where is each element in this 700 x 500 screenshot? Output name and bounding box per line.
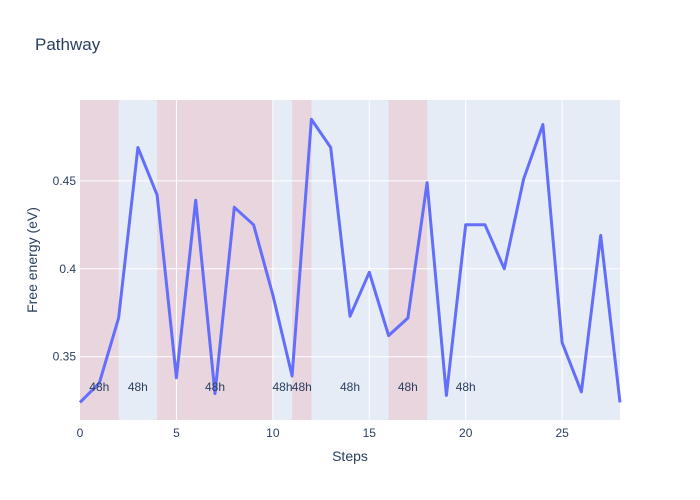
y-axis-title: Free energy (eV) bbox=[24, 207, 40, 313]
series-line bbox=[78, 117, 622, 404]
annotation-label: 48h bbox=[398, 380, 418, 394]
x-axis-ticks: 0 5 10 15 20 25 bbox=[77, 426, 569, 440]
x-axis-title: Steps bbox=[332, 448, 368, 464]
shaded-region bbox=[388, 100, 428, 420]
x-tick-label: 15 bbox=[363, 426, 377, 440]
x-tick-label: 25 bbox=[555, 426, 569, 440]
annotation-label: 48h bbox=[128, 380, 148, 394]
annotations: 48h 48h 48h 48h 48h 48h 48h 48h bbox=[89, 380, 475, 394]
x-tick-label: 10 bbox=[266, 426, 280, 440]
gridlines bbox=[80, 100, 620, 420]
y-tick-label: 0.35 bbox=[53, 350, 77, 364]
chart-title: Pathway bbox=[35, 35, 101, 54]
x-tick-label: 5 bbox=[173, 426, 180, 440]
x-tick-label: 0 bbox=[77, 426, 84, 440]
annotation-label: 48h bbox=[205, 380, 225, 394]
shaded-region bbox=[80, 100, 119, 420]
annotation-label: 48h bbox=[272, 380, 292, 394]
annotation-label: 48h bbox=[89, 380, 109, 394]
annotation-label: 48h bbox=[292, 380, 312, 394]
annotation-label: 48h bbox=[456, 380, 476, 394]
y-axis-ticks: 0.35 0.4 0.45 bbox=[53, 174, 77, 364]
y-tick-label: 0.45 bbox=[53, 174, 77, 188]
x-tick-label: 20 bbox=[459, 426, 473, 440]
y-tick-label: 0.4 bbox=[59, 262, 76, 276]
series-layer bbox=[78, 117, 622, 404]
annotation-label: 48h bbox=[340, 380, 360, 394]
